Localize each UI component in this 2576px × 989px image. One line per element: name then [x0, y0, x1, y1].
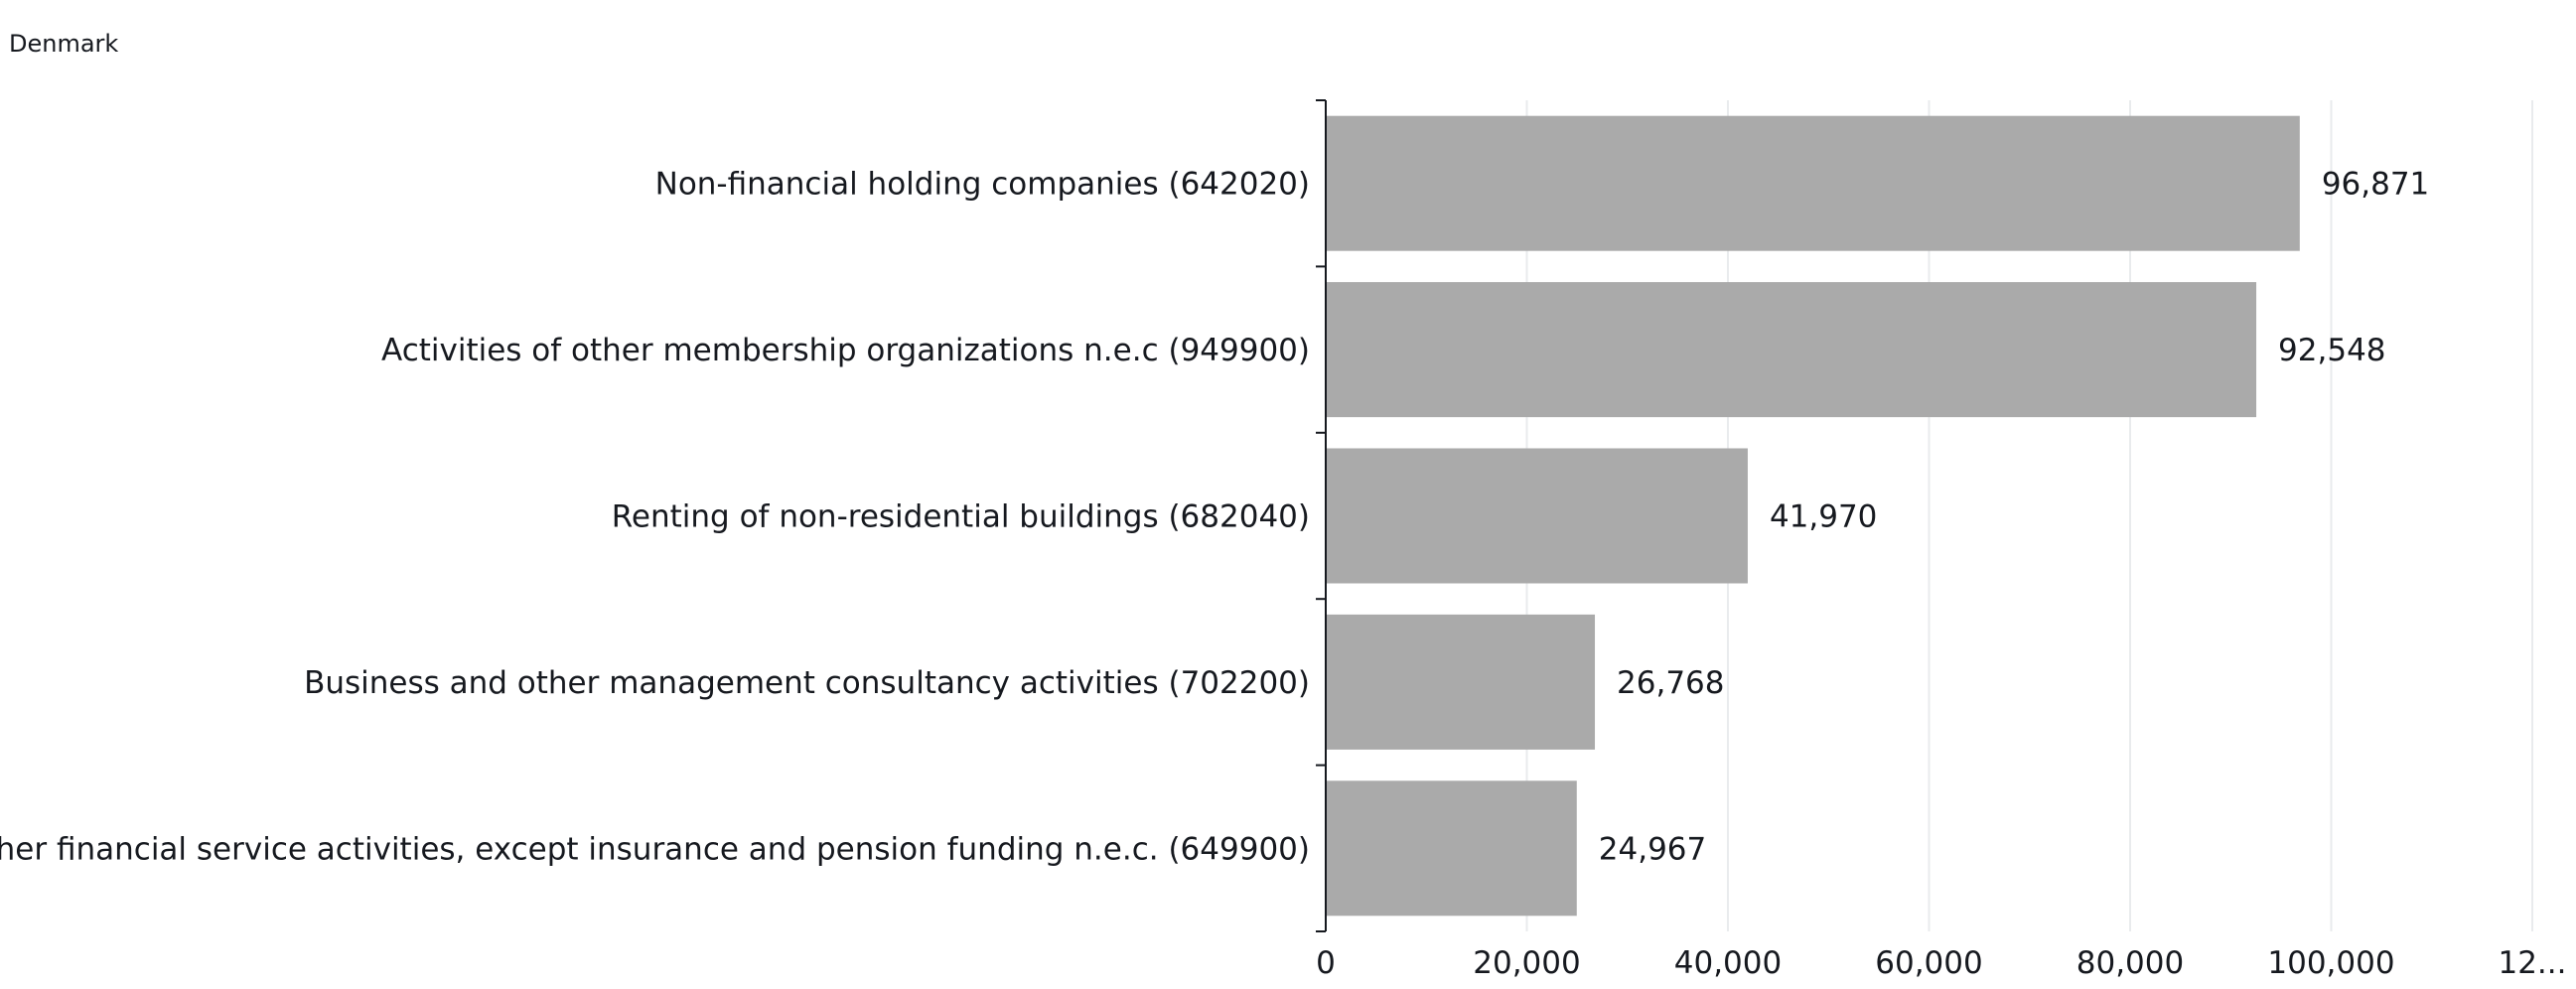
x-tick-label: 12... — [2498, 945, 2566, 981]
x-tick-label: 40,000 — [1674, 945, 1782, 981]
x-tick-label: 100,000 — [2267, 945, 2394, 981]
bar — [1326, 614, 1596, 750]
x-tick-label: 80,000 — [2076, 945, 2184, 981]
data-label: 96,871 — [2322, 167, 2429, 203]
data-label: 41,970 — [1770, 499, 1877, 535]
data-label: 24,967 — [1599, 831, 1706, 867]
bar — [1326, 282, 2257, 418]
bar — [1326, 448, 1748, 584]
x-tick-label: 20,000 — [1473, 945, 1580, 981]
data-label: 26,768 — [1617, 665, 1724, 701]
category-label: Renting of non-residential buildings (68… — [612, 499, 1310, 535]
data-label: 92,548 — [2278, 333, 2385, 368]
x-tick-label: 0 — [1316, 945, 1336, 981]
category-label: Non-financial holding companies (642020) — [655, 167, 1310, 203]
bar — [1326, 780, 1577, 917]
category-label: Activities of other membership organizat… — [381, 333, 1310, 368]
x-tick-label: 60,000 — [1875, 945, 1982, 981]
category-label: Business and other management consultanc… — [304, 665, 1310, 701]
chart-title: Denmark — [9, 30, 119, 58]
bar — [1326, 115, 2300, 251]
category-label: Other financial service activities, exce… — [0, 831, 1310, 867]
